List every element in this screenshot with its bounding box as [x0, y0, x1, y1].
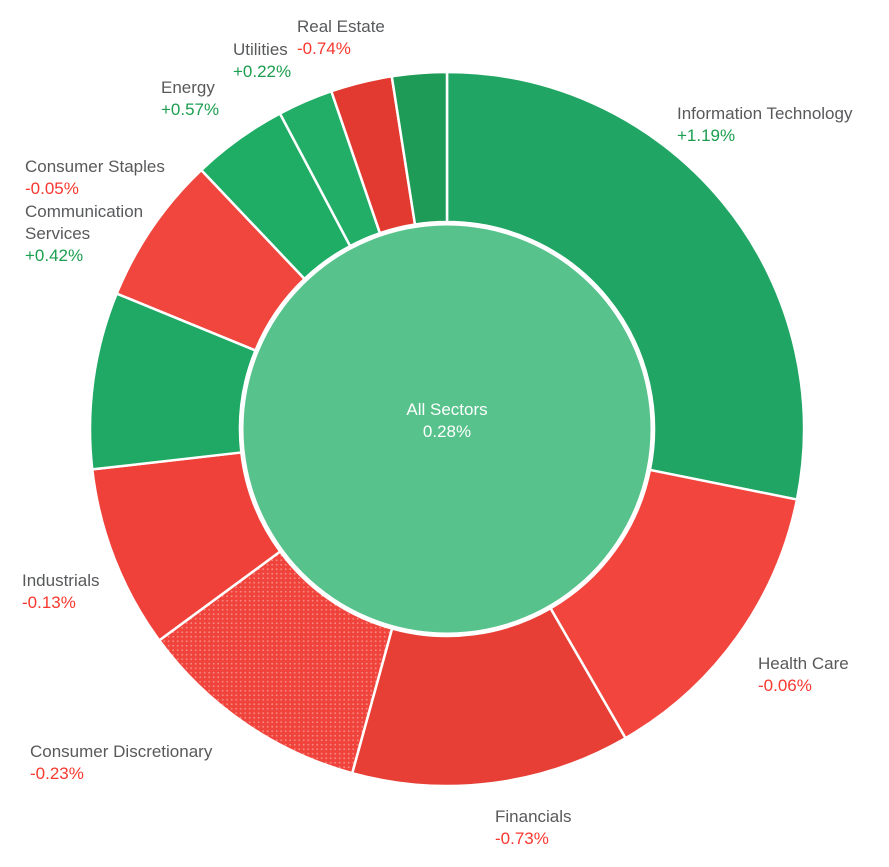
sector-change-value: -0.13% [22, 593, 76, 612]
sector-change-value: +0.42% [25, 246, 84, 265]
sector-label-health-care: Health Care -0.06% [758, 653, 849, 697]
sector-name: Energy [161, 78, 215, 97]
sector-slice-dot-overlay [159, 551, 393, 774]
sector-name: Information Technology [677, 104, 853, 123]
sector-label-industrials: Industrials -0.13% [22, 570, 99, 614]
sector-change-value: -0.73% [495, 829, 549, 848]
all-sectors-circle[interactable] [243, 225, 651, 633]
sector-name: Utilities [233, 40, 288, 59]
sector-change-value: -0.05% [25, 179, 79, 198]
sector-change-value: +0.22% [233, 62, 292, 81]
sector-slice-information-technology[interactable] [445, 70, 806, 501]
sector-slice-unlabeled[interactable] [390, 70, 449, 226]
sector-label-energy: Energy +0.57% [161, 77, 219, 121]
sector-slice-health-care[interactable] [549, 468, 799, 740]
sector-label-information-technology: Information Technology +1.19% [677, 103, 852, 147]
sector-change-value: +1.19% [677, 126, 736, 145]
sector-change-value: -0.74% [297, 39, 351, 58]
sector-name: Consumer Discretionary [30, 742, 213, 761]
sector-name: Real Estate [297, 17, 385, 36]
sector-slices-group [88, 70, 806, 788]
sector-change-value: -0.23% [30, 764, 84, 783]
sector-label-real-estate: Real Estate -0.74% [297, 16, 385, 60]
sector-name: Communication [25, 202, 144, 221]
sector-name: Health Care [758, 654, 849, 673]
sector-name: Financials [495, 807, 572, 826]
sector-name: Consumer Staples [25, 157, 165, 176]
sector-label-consumer-staples: Consumer Staples -0.05% [25, 156, 165, 200]
sector-label-communication-services: Communication Services +0.42% [25, 201, 143, 267]
sector-change-value: -0.06% [758, 676, 812, 695]
sector-name: Services [25, 224, 91, 243]
sector-label-utilities: Utilities +0.22% [233, 39, 291, 83]
sector-name: Industrials [22, 571, 100, 590]
sector-label-consumer-discretionary: Consumer Discretionary -0.23% [30, 741, 212, 785]
sector-change-value: +0.57% [161, 100, 220, 119]
sector-label-financials: Financials -0.73% [495, 806, 572, 850]
